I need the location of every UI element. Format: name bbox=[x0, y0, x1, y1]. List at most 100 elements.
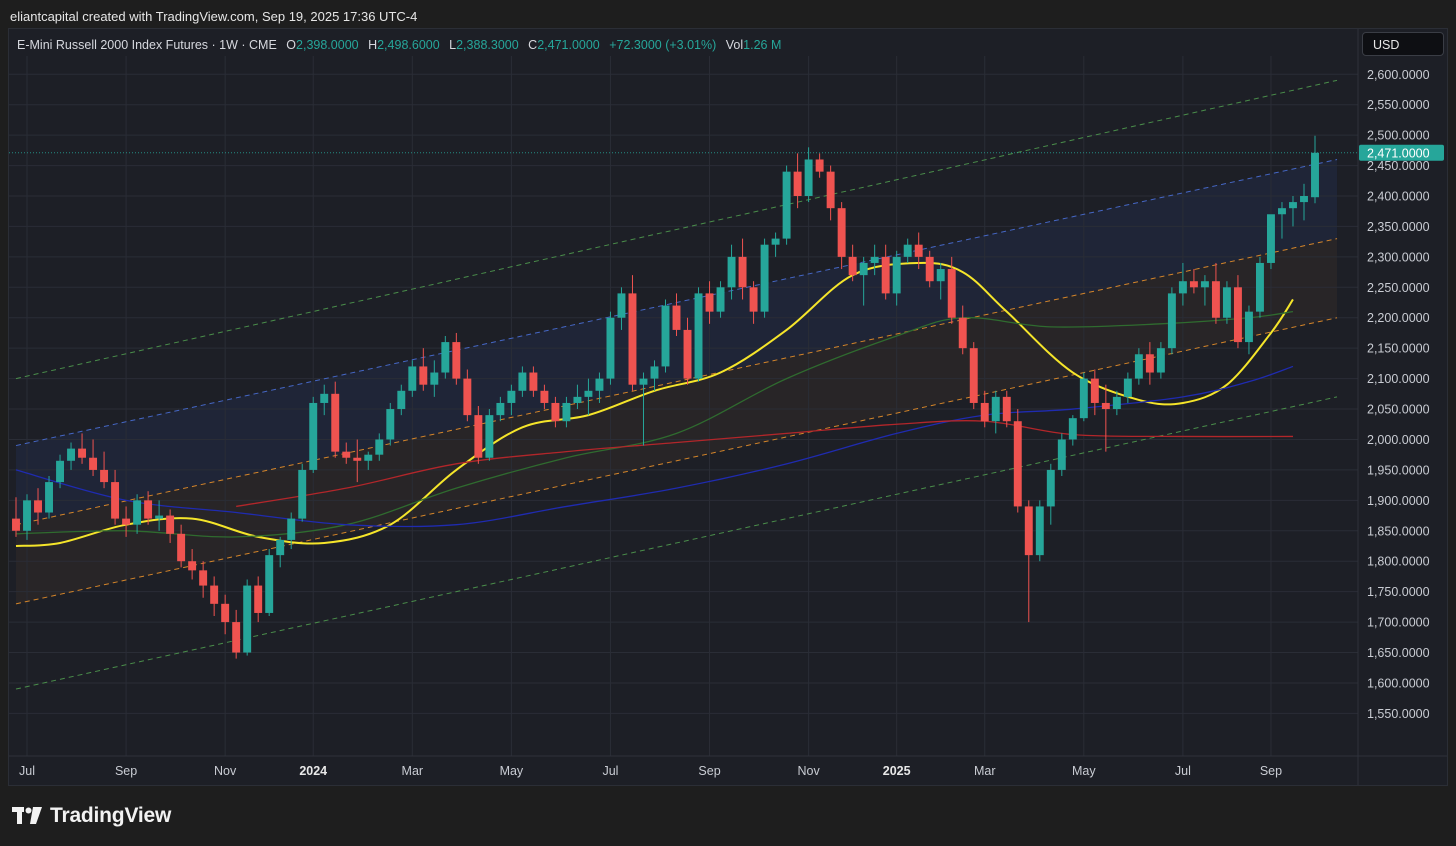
candle-body bbox=[969, 348, 978, 403]
candle-body bbox=[1189, 281, 1198, 288]
last-price-label: 2,471.0000 bbox=[1367, 146, 1430, 160]
candle bbox=[452, 332, 461, 385]
candle bbox=[364, 451, 373, 470]
candle bbox=[1200, 275, 1209, 306]
candle-body bbox=[705, 293, 714, 312]
candle bbox=[837, 202, 846, 270]
candle bbox=[133, 494, 142, 534]
candle-body bbox=[529, 372, 538, 391]
candle bbox=[804, 147, 813, 203]
candle bbox=[1156, 342, 1165, 379]
x-tick-label: Jul bbox=[1175, 764, 1191, 778]
candle-body bbox=[606, 317, 615, 379]
y-tick-label: 2,050.0000 bbox=[1367, 403, 1430, 417]
candle-body bbox=[221, 603, 230, 623]
candle-body bbox=[650, 366, 659, 379]
candle bbox=[551, 396, 560, 428]
candle-body bbox=[430, 372, 439, 385]
candle-body bbox=[1035, 506, 1044, 556]
candle-body bbox=[56, 460, 64, 483]
candle bbox=[1145, 342, 1154, 385]
candle bbox=[606, 311, 615, 385]
candle bbox=[111, 469, 120, 525]
candle bbox=[408, 360, 417, 397]
candle bbox=[760, 238, 769, 318]
candle bbox=[100, 451, 109, 489]
y-tick-label: 2,550.0000 bbox=[1367, 98, 1430, 112]
candle bbox=[947, 256, 956, 324]
candle bbox=[518, 366, 527, 397]
open-label: O bbox=[286, 38, 297, 52]
candle-body bbox=[573, 396, 582, 403]
candle-body bbox=[1300, 196, 1308, 203]
candle bbox=[221, 594, 230, 635]
candle bbox=[1046, 463, 1055, 525]
candle bbox=[1222, 281, 1231, 324]
candle-body bbox=[485, 415, 494, 458]
volume-label: Vol bbox=[725, 38, 744, 52]
candle bbox=[463, 369, 472, 422]
candle-body bbox=[892, 256, 901, 294]
candle bbox=[34, 488, 42, 525]
candle bbox=[826, 165, 835, 221]
candle-body bbox=[518, 372, 527, 391]
candle bbox=[815, 153, 824, 178]
candle-body bbox=[848, 256, 857, 276]
open-value: 2,398.0000 bbox=[296, 38, 359, 52]
x-tick-label: Sep bbox=[1260, 764, 1282, 778]
currency-button[interactable]: USD bbox=[1362, 32, 1444, 56]
candle bbox=[1167, 287, 1176, 355]
candle bbox=[1101, 384, 1110, 452]
candle bbox=[166, 509, 175, 543]
candle-body bbox=[727, 256, 736, 288]
candle bbox=[276, 536, 285, 568]
candle bbox=[474, 406, 483, 464]
candle bbox=[672, 293, 681, 336]
candle bbox=[353, 439, 362, 483]
candle-body bbox=[276, 539, 285, 556]
candle-body bbox=[1013, 421, 1022, 507]
candle-body bbox=[265, 555, 274, 613]
candle bbox=[1244, 305, 1253, 355]
candle bbox=[1178, 262, 1187, 306]
candle bbox=[1112, 390, 1121, 416]
candle-body bbox=[1267, 214, 1275, 263]
candle-body bbox=[1311, 152, 1319, 198]
candle bbox=[958, 305, 967, 355]
candle bbox=[848, 244, 857, 282]
candle bbox=[386, 402, 395, 446]
candle-body bbox=[936, 269, 945, 282]
candle-body bbox=[991, 396, 1000, 422]
chart-frame bbox=[8, 28, 1448, 786]
candle-body bbox=[67, 448, 76, 461]
candle-body bbox=[243, 585, 252, 653]
candle bbox=[122, 506, 131, 537]
candle-body bbox=[408, 366, 417, 391]
volume-value: 1.26 M bbox=[743, 38, 782, 52]
candle bbox=[1267, 214, 1275, 270]
candle-body bbox=[12, 518, 20, 531]
brand[interactable]: TradingView bbox=[12, 803, 171, 829]
candle-body bbox=[661, 305, 670, 367]
candle bbox=[650, 360, 659, 391]
candle-body bbox=[23, 500, 31, 531]
candle bbox=[298, 463, 307, 522]
y-tick-label: 2,300.0000 bbox=[1367, 250, 1430, 264]
y-tick-label: 1,900.0000 bbox=[1367, 494, 1430, 508]
candle-body bbox=[1002, 396, 1011, 422]
candle bbox=[496, 396, 505, 422]
candle-body bbox=[419, 366, 428, 385]
candle-body bbox=[1200, 281, 1209, 288]
candle-body bbox=[1233, 287, 1242, 343]
candle bbox=[45, 476, 53, 519]
candle-body bbox=[859, 262, 868, 276]
candle bbox=[925, 250, 934, 288]
candle bbox=[584, 378, 593, 416]
candle-body bbox=[1178, 281, 1187, 294]
tradingview-logo-icon bbox=[12, 807, 42, 824]
candle bbox=[1002, 390, 1011, 428]
candle-body bbox=[804, 159, 813, 196]
y-tick-label: 2,350.0000 bbox=[1367, 220, 1430, 234]
x-tick-label: Nov bbox=[214, 764, 237, 778]
